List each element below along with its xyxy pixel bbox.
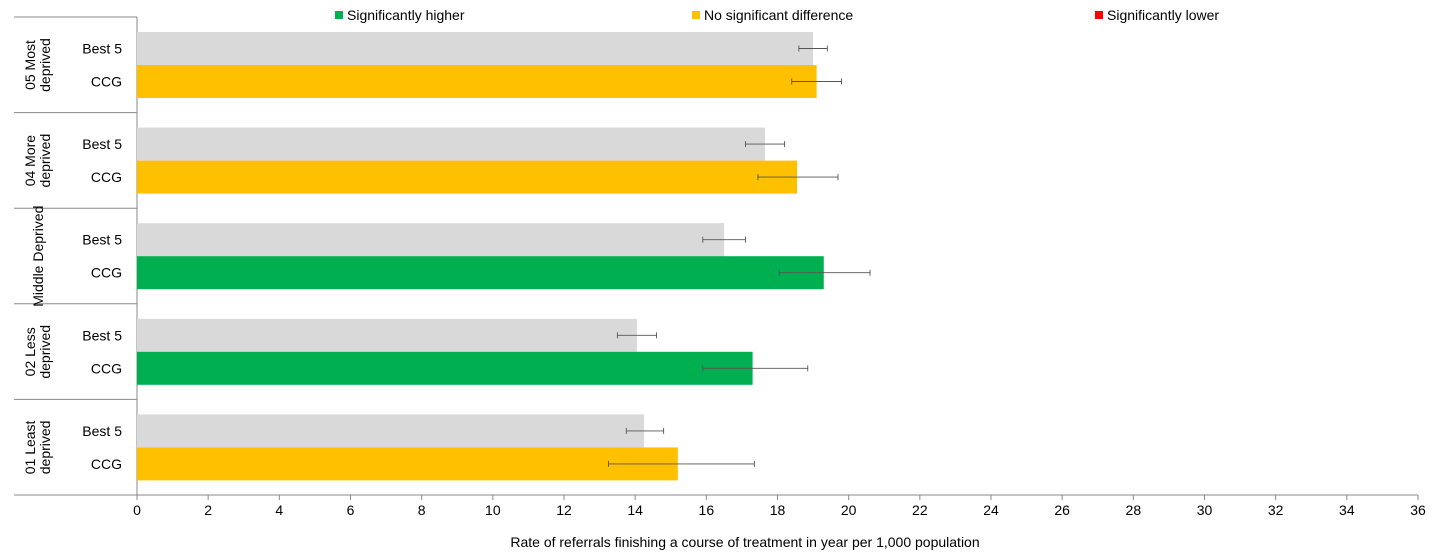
x-tick-label: 20 — [841, 502, 857, 518]
legend-swatch — [1095, 11, 1103, 19]
bar-category-label: Best 5 — [82, 41, 122, 57]
x-tick-label: 6 — [347, 502, 355, 518]
x-tick-label: 28 — [1126, 502, 1142, 518]
bar — [137, 223, 725, 257]
bar-category-label: CCG — [91, 456, 122, 472]
bar — [137, 65, 817, 98]
bar — [137, 447, 678, 481]
bar — [137, 32, 814, 65]
legend-swatch — [692, 11, 700, 19]
bar-category-label: Best 5 — [82, 423, 122, 439]
bar — [137, 414, 645, 448]
x-tick-label: 10 — [485, 502, 501, 518]
legend: Significantly higher No significant diffe… — [335, 7, 1219, 23]
legend-swatch — [335, 11, 343, 19]
legend-label: Significantly higher — [347, 7, 465, 23]
x-tick-label: 8 — [418, 502, 426, 518]
bar — [137, 160, 798, 194]
bar-category-label: Best 5 — [82, 327, 122, 343]
bar — [137, 351, 753, 385]
x-tick-label: 26 — [1054, 502, 1070, 518]
bar-category-label: CCG — [91, 169, 122, 185]
error-bars — [608, 45, 871, 467]
x-tick-label: 32 — [1268, 502, 1284, 518]
bar-category-label: Best 5 — [82, 136, 122, 152]
x-tick-label: 24 — [983, 502, 999, 518]
x-tick-label: 14 — [627, 502, 643, 518]
legend-label: No significant difference — [704, 7, 853, 23]
bar — [137, 127, 766, 161]
x-tick-label: 34 — [1339, 502, 1355, 518]
x-axis: 0 2 4 6 8 10 12 14 16 18 20 22 24 26 28 30 32 34 36 — [133, 494, 1426, 518]
x-axis-title: Rate of referrals finishing a course of … — [510, 534, 979, 550]
legend-label: Significantly lower — [1107, 7, 1219, 23]
bars — [137, 32, 824, 481]
x-tick-label: 2 — [204, 502, 212, 518]
x-tick-label: 36 — [1410, 502, 1426, 518]
bar-category-label: CCG — [91, 265, 122, 281]
group-label: 01 Leastdeprived — [22, 420, 53, 474]
x-tick-label: 16 — [699, 502, 715, 518]
x-tick-label: 4 — [275, 502, 283, 518]
group-label: Middle Deprived — [30, 206, 46, 307]
category-axis: 05 Mostdeprived Best 5 CCG 04 Moredeprived B… — [14, 16, 138, 496]
x-tick-label: 0 — [133, 502, 141, 518]
bar-category-label: CCG — [91, 360, 122, 376]
group-label: 05 Mostdeprived — [22, 38, 53, 92]
group-label: 02 Lessdeprived — [22, 325, 53, 379]
bar-category-label: Best 5 — [82, 232, 122, 248]
x-tick-label: 22 — [912, 502, 928, 518]
x-tick-label: 30 — [1197, 502, 1213, 518]
x-tick-label: 18 — [770, 502, 786, 518]
bar — [137, 256, 824, 290]
group-label: 04 Moredeprived — [22, 134, 53, 188]
x-tick-label: 12 — [556, 502, 572, 518]
bar-category-label: CCG — [91, 74, 122, 90]
bar — [137, 318, 637, 352]
